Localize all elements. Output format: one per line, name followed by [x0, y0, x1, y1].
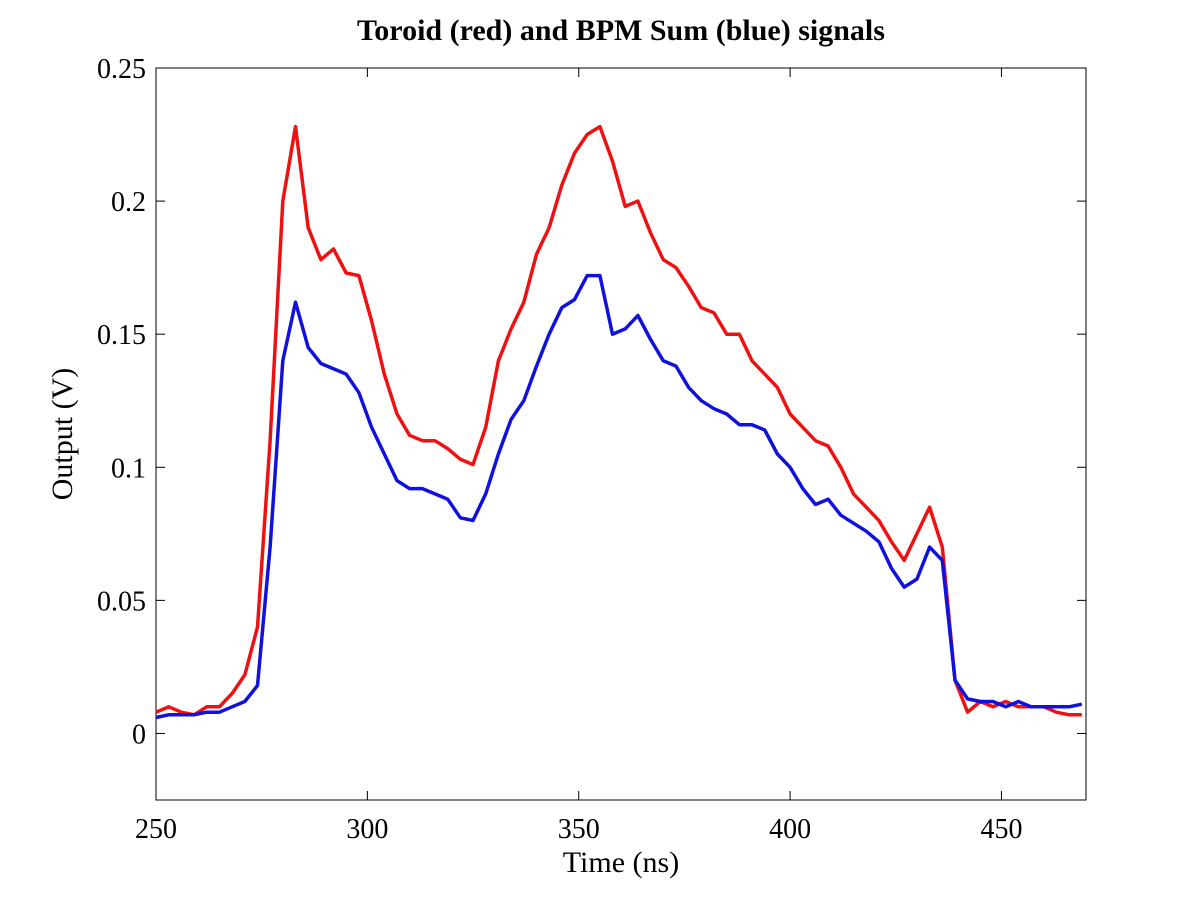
series-line: [155, 124, 1082, 717]
x-tick-label: 450: [980, 814, 1022, 845]
y-tick-label: 0.2: [111, 187, 146, 218]
plot-frame: [155, 67, 1087, 801]
series-line: [155, 273, 1083, 720]
y-tick-label: 0: [132, 719, 146, 750]
x-tick-label: 250: [135, 814, 177, 845]
x-tick-label: 350: [558, 814, 600, 845]
x-tick-label: 300: [346, 814, 388, 845]
y-tick-label: 0.25: [97, 54, 146, 85]
x-axis-label: Time (ns): [563, 846, 679, 879]
y-axis-label: Output (V): [46, 368, 79, 500]
y-tick-label: 0.05: [97, 586, 146, 617]
x-tick-label: 400: [769, 814, 811, 845]
y-tick-label: 0.15: [97, 320, 146, 351]
chart-title: Toroid (red) and BPM Sum (blue) signals: [357, 14, 885, 47]
y-tick-label: 0.1: [111, 453, 146, 484]
